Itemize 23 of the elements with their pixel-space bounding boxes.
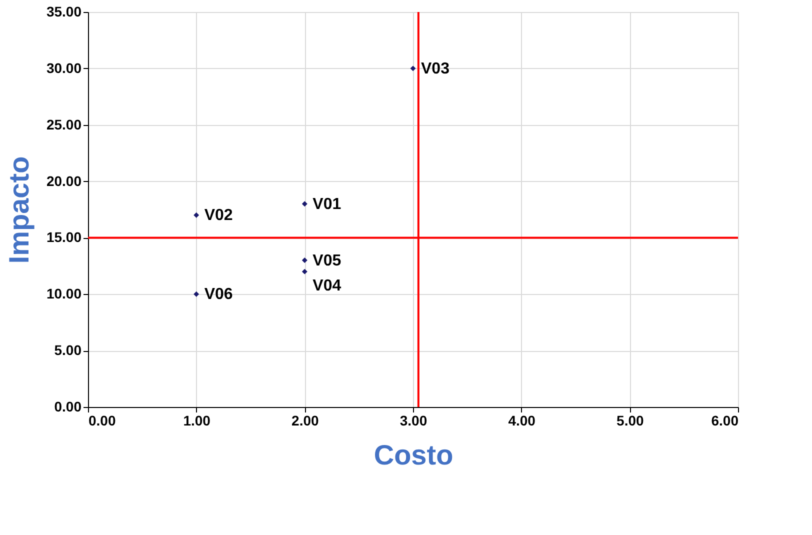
x-tick-label: 1.00	[183, 412, 211, 428]
annotation: V04	[312, 278, 342, 295]
annotation: V01	[312, 196, 342, 213]
y-tick-label: 20.00	[46, 172, 82, 189]
y-axis-title: Impacto	[3, 156, 34, 264]
y-tick-label: 5.00	[54, 342, 82, 358]
x-tick-label: 5.00	[616, 412, 644, 428]
x-tick-label: 3.00	[400, 412, 428, 428]
annotation: V05	[312, 252, 342, 270]
y-tick-label: 30.00	[46, 60, 82, 76]
y-tick-label: 15.00	[46, 229, 82, 246]
x-tick-label: 0.00	[88, 412, 116, 428]
y-tick-label: 25.00	[46, 116, 82, 132]
x-axis-title: Costo	[374, 440, 454, 470]
x-tick-label: 4.00	[508, 412, 536, 428]
y-tick-label: 10.00	[46, 286, 82, 302]
annotation: V03	[421, 60, 450, 78]
y-tick-label: 0.00	[54, 398, 82, 414]
x-tick-label: 6.00	[711, 412, 739, 428]
annotation: V06	[204, 286, 233, 304]
annotation: V02	[204, 207, 233, 224]
y-tick-label: 35.00	[46, 4, 82, 20]
x-tick-label: 2.00	[292, 412, 320, 428]
